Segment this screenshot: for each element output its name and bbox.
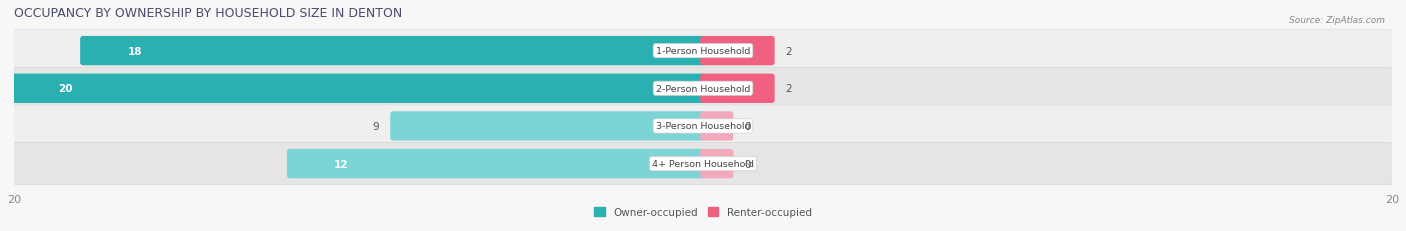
Text: 12: 12 xyxy=(335,159,349,169)
Text: 20: 20 xyxy=(59,84,73,94)
FancyBboxPatch shape xyxy=(391,112,706,141)
FancyBboxPatch shape xyxy=(13,30,1393,72)
Text: 9: 9 xyxy=(373,122,380,131)
Text: 0: 0 xyxy=(744,122,751,131)
Text: 0: 0 xyxy=(744,159,751,169)
FancyBboxPatch shape xyxy=(13,143,1393,185)
FancyBboxPatch shape xyxy=(13,105,1393,147)
Text: 2-Person Household: 2-Person Household xyxy=(655,84,751,93)
Text: 4+ Person Household: 4+ Person Household xyxy=(652,159,754,168)
FancyBboxPatch shape xyxy=(13,68,1393,110)
Text: Source: ZipAtlas.com: Source: ZipAtlas.com xyxy=(1289,16,1385,25)
Legend: Owner-occupied, Renter-occupied: Owner-occupied, Renter-occupied xyxy=(591,203,815,221)
FancyBboxPatch shape xyxy=(80,37,706,66)
FancyBboxPatch shape xyxy=(700,74,775,103)
Text: 2: 2 xyxy=(786,84,793,94)
Text: 18: 18 xyxy=(128,46,142,56)
FancyBboxPatch shape xyxy=(11,74,706,103)
Text: OCCUPANCY BY OWNERSHIP BY HOUSEHOLD SIZE IN DENTON: OCCUPANCY BY OWNERSHIP BY HOUSEHOLD SIZE… xyxy=(14,7,402,20)
Text: 3-Person Household: 3-Person Household xyxy=(655,122,751,131)
FancyBboxPatch shape xyxy=(700,37,775,66)
Text: 2: 2 xyxy=(786,46,793,56)
FancyBboxPatch shape xyxy=(700,149,734,179)
FancyBboxPatch shape xyxy=(287,149,706,179)
FancyBboxPatch shape xyxy=(700,112,734,141)
Text: 1-Person Household: 1-Person Household xyxy=(655,47,751,56)
